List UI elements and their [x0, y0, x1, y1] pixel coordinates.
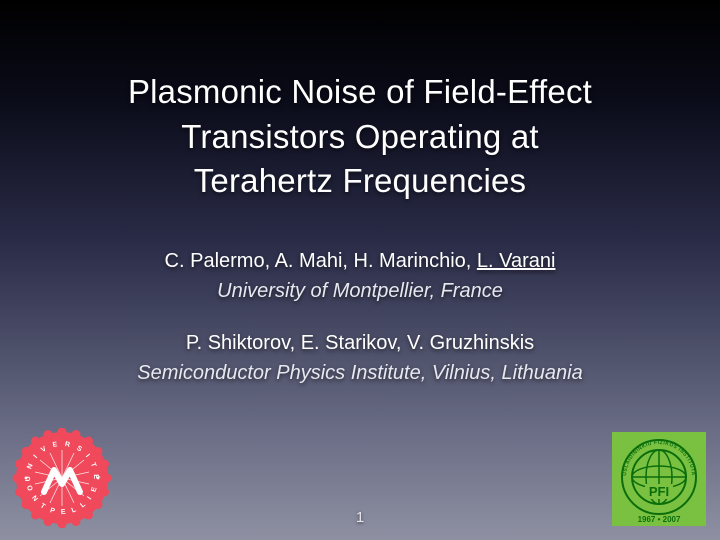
title-line-2: Transistors Operating at [0, 115, 720, 160]
slide: Plasmonic Noise of Field-Effect Transist… [0, 0, 720, 540]
author-names-1: C. Palermo, A. Mahi, H. Marinchio, L. Va… [0, 246, 720, 276]
affiliation-2: Semiconductor Physics Institute, Vilnius… [0, 358, 720, 388]
slide-title: Plasmonic Noise of Field-Effect Transist… [0, 0, 720, 204]
author-group-2: P. Shiktorov, E. Starikov, V. Gruzhinski… [0, 328, 720, 388]
institute-icon: PUSLAIDININKIU FIZIKOS INSTITUTAS PFI 19… [612, 432, 706, 526]
semiconductor-physics-institute-logo: PUSLAIDININKIU FIZIKOS INSTITUTAS PFI 19… [612, 432, 706, 526]
inst-center-label: PFI [649, 484, 669, 499]
authors-1-prefix: C. Palermo, A. Mahi, H. Marinchio, [165, 250, 477, 272]
inst-years: 1967 • 2007 [638, 515, 681, 524]
author-names-2: P. Shiktorov, E. Starikov, V. Gruzhinski… [0, 328, 720, 358]
authors-block: C. Palermo, A. Mahi, H. Marinchio, L. Va… [0, 246, 720, 388]
university-montpellier-logo: U N I V E R S I T É M O N T P E L L I E … [12, 428, 112, 528]
seal-icon: U N I V E R S I T É M O N T P E L L I E … [12, 428, 112, 528]
authors-1-underlined: L. Varani [477, 250, 556, 272]
authors-2-prefix: P. Shiktorov, E. Starikov, V. Gruzhinski… [186, 332, 534, 354]
affiliation-1: University of Montpellier, France [0, 276, 720, 306]
author-group-1: C. Palermo, A. Mahi, H. Marinchio, L. Va… [0, 246, 720, 306]
title-line-3: Terahertz Frequencies [0, 159, 720, 204]
title-line-1: Plasmonic Noise of Field-Effect [0, 70, 720, 115]
